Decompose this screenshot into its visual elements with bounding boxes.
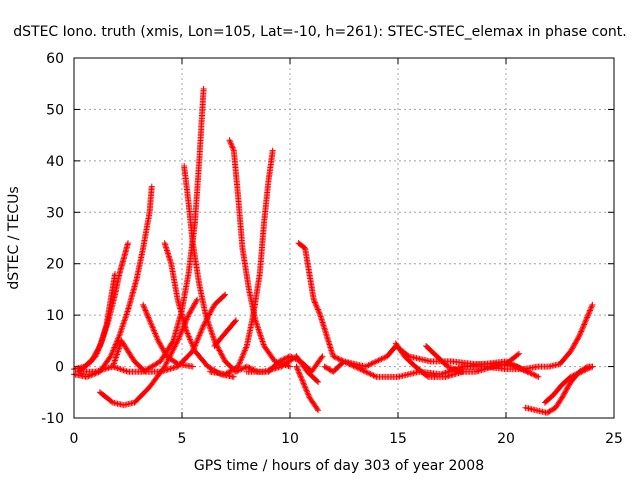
y-tick-label: 30 bbox=[46, 205, 64, 221]
x-axis-label: GPS time / hours of day 303 of year 2008 bbox=[194, 458, 484, 474]
series-13 bbox=[243, 353, 322, 385]
axis-ticks: 0 5 10 15 20 25 -10 0 10 20 30 40 50 60 bbox=[41, 51, 623, 447]
series-18 bbox=[423, 343, 522, 375]
y-tick-label: 0 bbox=[55, 360, 64, 376]
x-tick-label: 0 bbox=[70, 431, 79, 447]
series-15-markers bbox=[293, 363, 322, 414]
y-tick-label: -10 bbox=[41, 411, 64, 427]
x-tick-label: 10 bbox=[281, 431, 299, 447]
y-tick-label: 50 bbox=[46, 102, 64, 118]
series-11 bbox=[211, 317, 239, 349]
series-21-markers bbox=[541, 363, 596, 406]
y-tick-label: 20 bbox=[46, 257, 64, 273]
series-12-markers bbox=[207, 147, 276, 378]
series-9-markers bbox=[181, 163, 326, 375]
series-15 bbox=[293, 363, 322, 414]
series-11-markers bbox=[211, 317, 239, 349]
plot-frame bbox=[73, 57, 615, 419]
series-7 bbox=[140, 301, 196, 370]
x-tick-label: 15 bbox=[389, 431, 407, 447]
series-13-markers bbox=[243, 353, 322, 385]
chart-title: dSTEC Iono. truth (xmis, Lon=105, Lat=-1… bbox=[13, 24, 626, 40]
series-7-markers bbox=[140, 301, 196, 370]
series-9 bbox=[181, 163, 326, 375]
y-axis-label: dSTEC / TECUs bbox=[6, 186, 22, 289]
series-19 bbox=[459, 301, 596, 373]
y-tick-label: 10 bbox=[46, 308, 64, 324]
y-tick-label: 60 bbox=[46, 51, 64, 67]
x-tick-label: 5 bbox=[178, 431, 187, 447]
series-21 bbox=[541, 363, 596, 406]
series-12 bbox=[207, 147, 276, 378]
data-points bbox=[71, 85, 596, 416]
y-tick-label: 40 bbox=[46, 154, 64, 170]
series-19-markers bbox=[459, 301, 596, 373]
series-18-markers bbox=[423, 343, 522, 375]
x-tick-label: 25 bbox=[605, 431, 623, 447]
x-tick-label: 20 bbox=[497, 431, 515, 447]
